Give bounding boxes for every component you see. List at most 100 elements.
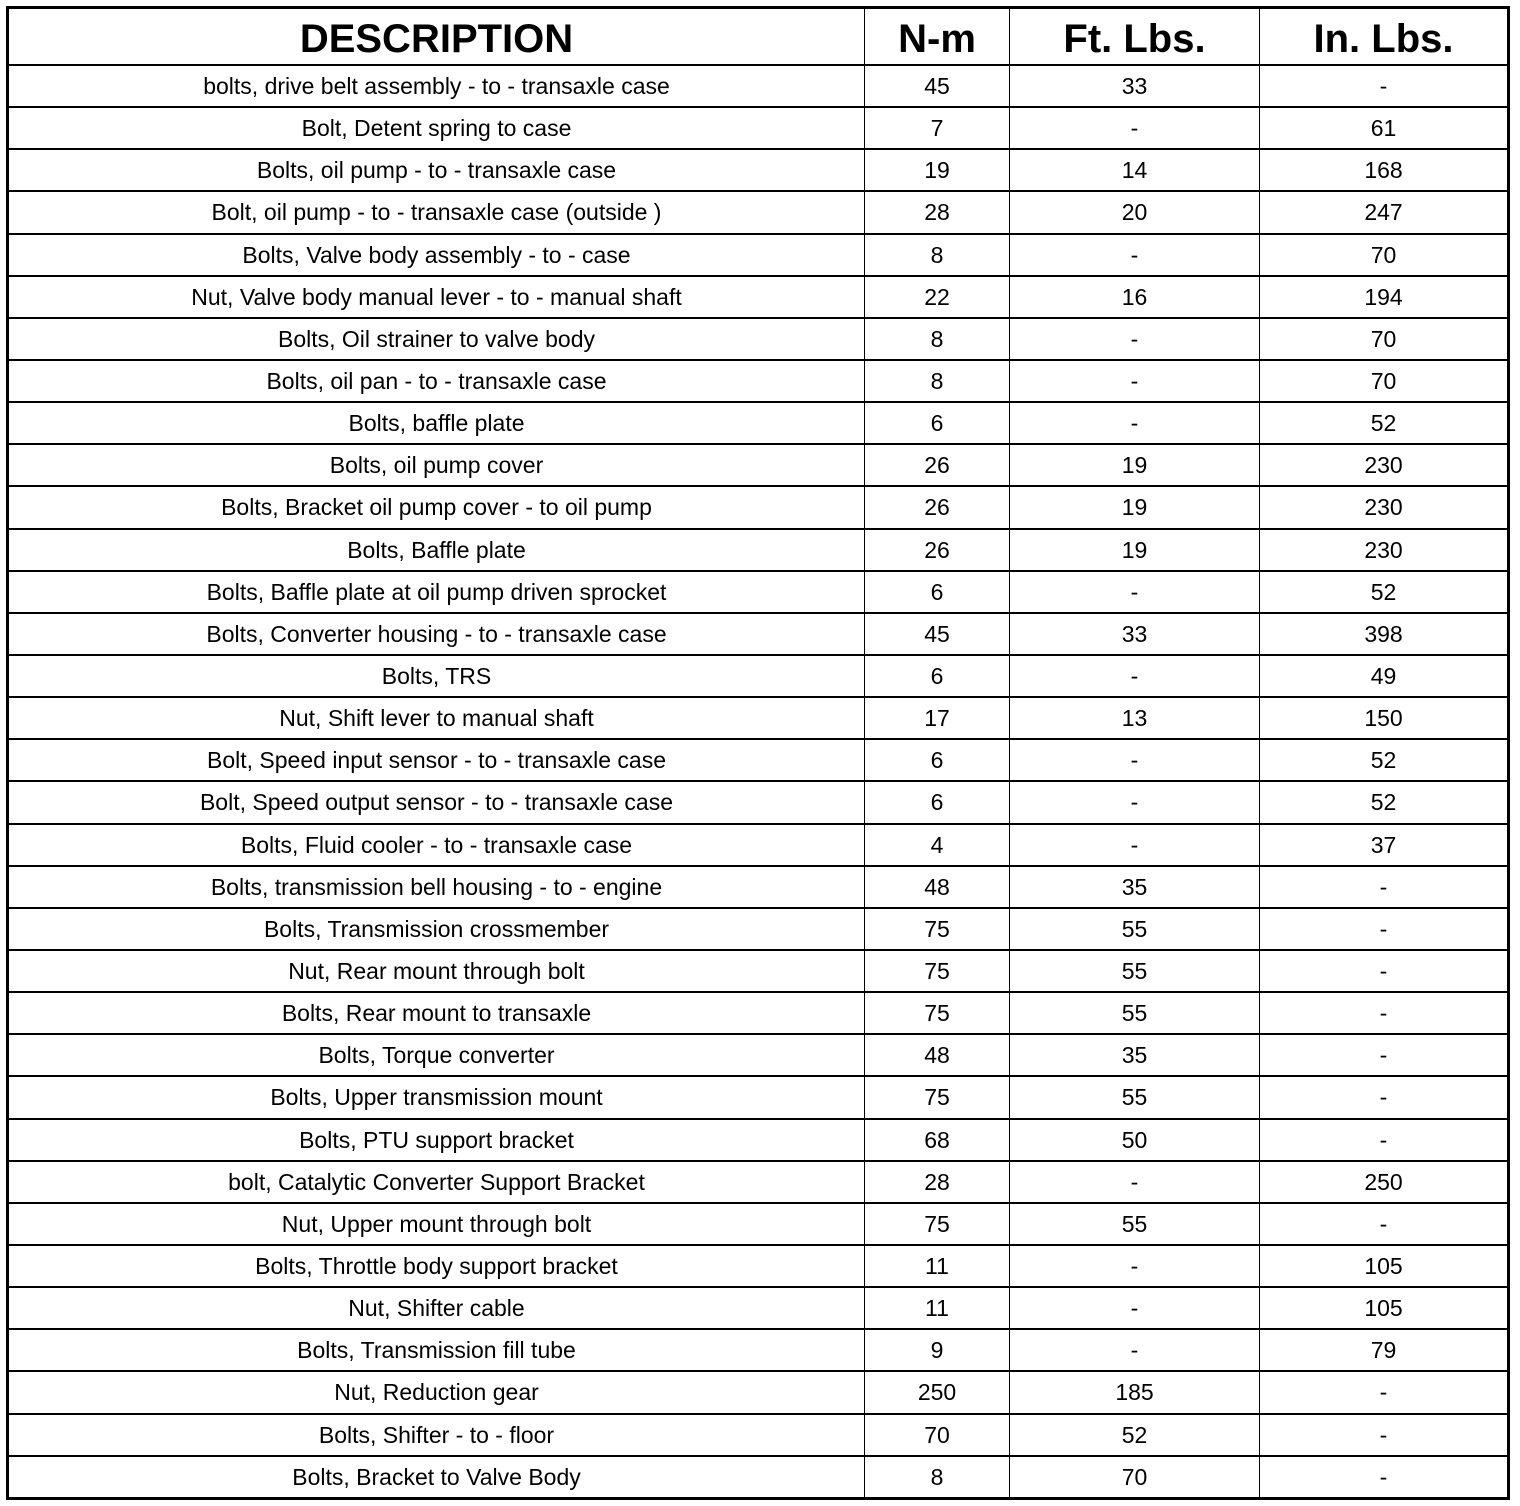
cell-description: Bolts, TRS bbox=[7, 653, 865, 699]
cell-in-lbs: 230 bbox=[1259, 443, 1509, 488]
cell-nm: 250 bbox=[864, 1370, 1010, 1415]
cell-nm: 68 bbox=[864, 1117, 1010, 1162]
cell-description: Bolts, Bracket to Valve Body bbox=[7, 1454, 865, 1500]
cell-description: Bolts, Converter housing - to - transaxl… bbox=[7, 611, 865, 656]
table-row: Bolts, transmission bell housing - to - … bbox=[7, 864, 1509, 909]
table-row: bolts, drive belt assembly - to - transa… bbox=[7, 63, 1509, 109]
cell-description: Bolts, oil pump - to - transaxle case bbox=[7, 148, 865, 193]
cell-ft-lbs: - bbox=[1009, 653, 1260, 699]
cell-in-lbs: 247 bbox=[1259, 190, 1509, 235]
table-row: Bolts, Baffle plate 26 19 230 bbox=[7, 527, 1509, 572]
cell-ft-lbs: 19 bbox=[1009, 485, 1260, 530]
cell-nm: 9 bbox=[864, 1328, 1010, 1373]
cell-ft-lbs: - bbox=[1009, 401, 1260, 446]
cell-nm: 70 bbox=[864, 1412, 1010, 1457]
cell-description: Bolts, Torque converter bbox=[7, 1033, 865, 1078]
cell-ft-lbs: 70 bbox=[1009, 1454, 1260, 1500]
table-row: Bolt, oil pump - to - transaxle case (ou… bbox=[7, 190, 1509, 235]
cell-nm: 6 bbox=[864, 653, 1010, 699]
cell-in-lbs: 52 bbox=[1259, 401, 1509, 446]
cell-description: Bolts, Fluid cooler - to - transaxle cas… bbox=[7, 822, 865, 867]
cell-description: Nut, Rear mount through bolt bbox=[7, 948, 865, 994]
table-row: Bolts, Rear mount to transaxle 75 55- bbox=[7, 991, 1509, 1036]
header-in-lbs: In. Lbs. bbox=[1259, 6, 1509, 66]
cell-ft-lbs: 19 bbox=[1009, 527, 1260, 572]
table-row: Bolts, oil pump - to - transaxle case 19 1… bbox=[7, 148, 1509, 193]
cell-description: Nut, Reduction gear bbox=[7, 1370, 865, 1415]
table-row: Bolts, Baffle plate at oil pump driven s… bbox=[7, 569, 1509, 614]
cell-in-lbs: 70 bbox=[1259, 232, 1509, 277]
table-row: Bolts, Upper transmission mount 75 55- bbox=[7, 1075, 1509, 1120]
table-row: Nut, Rear mount through bolt 75 55- bbox=[7, 948, 1509, 994]
cell-description: Bolts, Throttle body support bracket bbox=[7, 1243, 865, 1289]
cell-description: bolts, drive belt assembly - to - transa… bbox=[7, 63, 865, 109]
cell-description: Bolts, Baffle plate bbox=[7, 527, 865, 572]
table-row: Bolts, Bracket oil pump cover - to oil p… bbox=[7, 485, 1509, 530]
cell-in-lbs: 37 bbox=[1259, 822, 1509, 867]
cell-ft-lbs: 13 bbox=[1009, 696, 1260, 741]
cell-ft-lbs: - bbox=[1009, 106, 1260, 151]
cell-nm: 75 bbox=[864, 948, 1010, 994]
table-row: Nut, Valve body manual lever - to - manu… bbox=[7, 274, 1509, 319]
cell-nm: 8 bbox=[864, 232, 1010, 277]
cell-in-lbs: 61 bbox=[1259, 106, 1509, 151]
cell-in-lbs: - bbox=[1259, 991, 1509, 1036]
cell-ft-lbs: 52 bbox=[1009, 1412, 1260, 1457]
cell-description: Bolts, Oil strainer to valve body bbox=[7, 316, 865, 361]
cell-nm: 7 bbox=[864, 106, 1010, 151]
cell-in-lbs: - bbox=[1259, 1454, 1509, 1500]
cell-nm: 48 bbox=[864, 1033, 1010, 1078]
cell-description: Bolts, Transmission crossmember bbox=[7, 906, 865, 951]
table-row: Bolts, oil pump cover 26 19 230 bbox=[7, 443, 1509, 488]
cell-ft-lbs: - bbox=[1009, 1328, 1260, 1373]
cell-nm: 75 bbox=[864, 1201, 1010, 1246]
cell-ft-lbs: 35 bbox=[1009, 1033, 1260, 1078]
cell-nm: 75 bbox=[864, 991, 1010, 1036]
cell-in-lbs: 70 bbox=[1259, 358, 1509, 404]
cell-description: Bolts, transmission bell housing - to - … bbox=[7, 864, 865, 909]
table-row: Nut, Reduction gear 250 185- bbox=[7, 1370, 1509, 1415]
cell-in-lbs: - bbox=[1259, 1370, 1509, 1415]
cell-ft-lbs: - bbox=[1009, 738, 1260, 783]
cell-ft-lbs: - bbox=[1009, 316, 1260, 361]
cell-description: Bolts, oil pump cover bbox=[7, 443, 865, 488]
cell-in-lbs: - bbox=[1259, 1412, 1509, 1457]
table-row: Bolts, Valve body assembly - to - case 8-… bbox=[7, 232, 1509, 277]
header-description: DESCRIPTION bbox=[7, 6, 865, 66]
cell-ft-lbs: - bbox=[1009, 358, 1260, 404]
cell-description: Nut, Valve body manual lever - to - manu… bbox=[7, 274, 865, 319]
cell-nm: 28 bbox=[864, 1159, 1010, 1204]
cell-ft-lbs: 55 bbox=[1009, 948, 1260, 994]
cell-nm: 45 bbox=[864, 611, 1010, 656]
cell-in-lbs: 250 bbox=[1259, 1159, 1509, 1204]
table-row: Bolts, TRS 6-49 bbox=[7, 653, 1509, 699]
cell-nm: 6 bbox=[864, 738, 1010, 783]
cell-nm: 4 bbox=[864, 822, 1010, 867]
cell-nm: 48 bbox=[864, 864, 1010, 909]
cell-in-lbs: - bbox=[1259, 906, 1509, 951]
cell-in-lbs: 230 bbox=[1259, 527, 1509, 572]
cell-description: Nut, Shifter cable bbox=[7, 1286, 865, 1331]
table-row: Bolts, Transmission crossmember 75 55- bbox=[7, 906, 1509, 951]
cell-nm: 45 bbox=[864, 63, 1010, 109]
cell-in-lbs: 70 bbox=[1259, 316, 1509, 361]
cell-ft-lbs: 185 bbox=[1009, 1370, 1260, 1415]
cell-description: Nut, Upper mount through bolt bbox=[7, 1201, 865, 1246]
cell-description: Bolt, Detent spring to case bbox=[7, 106, 865, 151]
cell-ft-lbs: 50 bbox=[1009, 1117, 1260, 1162]
table-row: Bolts, Shifter - to - floor 70 52- bbox=[7, 1412, 1509, 1457]
table-row: Nut, Shifter cable 11-105 bbox=[7, 1286, 1509, 1331]
cell-nm: 8 bbox=[864, 316, 1010, 361]
cell-ft-lbs: 55 bbox=[1009, 1201, 1260, 1246]
header-nm: N-m bbox=[864, 6, 1010, 66]
cell-ft-lbs: 55 bbox=[1009, 906, 1260, 951]
cell-description: Nut, Shift lever to manual shaft bbox=[7, 696, 865, 741]
cell-description: bolt, Catalytic Converter Support Bracke… bbox=[7, 1159, 865, 1204]
cell-ft-lbs: 55 bbox=[1009, 1075, 1260, 1120]
table-row: Bolts, PTU support bracket 68 50- bbox=[7, 1117, 1509, 1162]
table-row: Bolts, Fluid cooler - to - transaxle cas… bbox=[7, 822, 1509, 867]
cell-ft-lbs: 55 bbox=[1009, 991, 1260, 1036]
cell-ft-lbs: - bbox=[1009, 780, 1260, 825]
cell-description: Bolts, oil pan - to - transaxle case bbox=[7, 358, 865, 404]
cell-nm: 75 bbox=[864, 906, 1010, 951]
